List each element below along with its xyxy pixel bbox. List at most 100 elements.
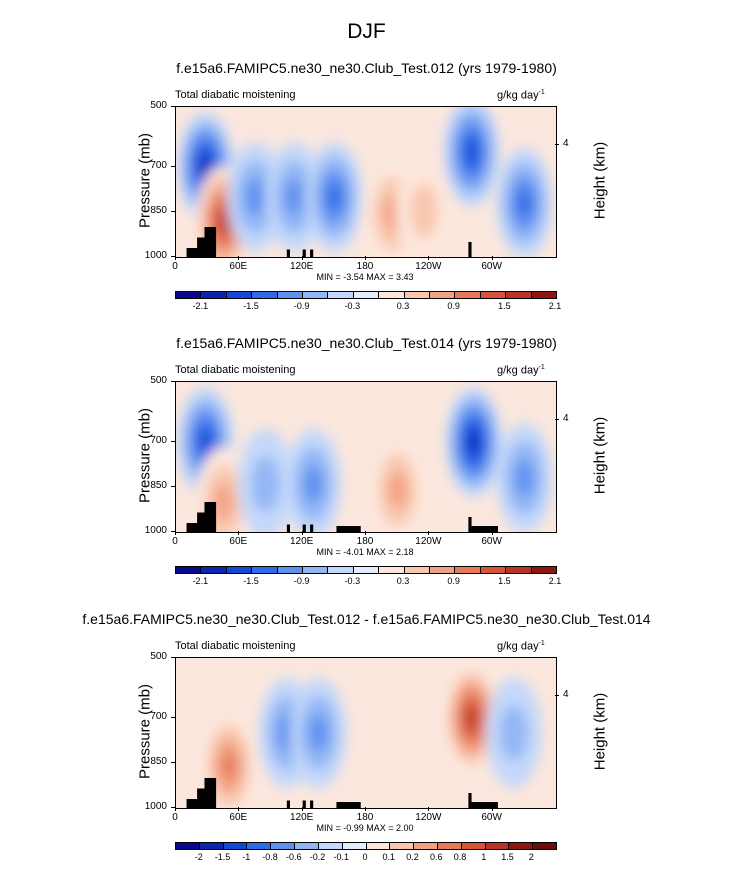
negative-contour <box>303 465 323 503</box>
negative-contour <box>251 456 280 512</box>
colorbar-swatch <box>413 843 437 849</box>
topography-mask <box>302 524 306 532</box>
colorbar-label: 1 <box>481 852 487 862</box>
colorbar-swatch <box>484 843 509 849</box>
colorbar-swatch <box>389 843 414 849</box>
x-tick-mark <box>175 807 176 811</box>
colorbar-label: -2.1 <box>192 576 209 586</box>
topography-mask <box>310 249 314 257</box>
colorbar-label: 0.3 <box>396 576 410 586</box>
colorbar <box>175 291 557 299</box>
x-tick-mark <box>365 256 366 260</box>
colorbar-swatch <box>294 843 318 849</box>
colorbar-swatch <box>225 567 252 573</box>
x-tick-label: 60W <box>481 812 502 823</box>
positive-contour <box>369 693 426 803</box>
topography-mask <box>204 502 217 532</box>
topography-mask <box>286 800 290 808</box>
colorbar-swatch <box>327 567 353 573</box>
x-tick-mark <box>428 807 430 811</box>
units-label: g/kg day-1 <box>497 364 545 377</box>
colorbar-swatch <box>251 292 277 298</box>
y-right-tick-mark <box>555 694 559 696</box>
colorbar <box>175 842 557 850</box>
colorbar-swatch <box>532 843 556 849</box>
units-exponent: -1 <box>538 364 545 371</box>
colorbar-label: 1.5 <box>498 301 511 311</box>
topography-mask <box>468 793 472 808</box>
y-axis-title: Pressure (mb) <box>136 683 154 780</box>
x-tick-mark <box>238 531 240 535</box>
topography-mask <box>336 526 361 532</box>
y-tick-label: 1000 <box>144 250 167 261</box>
y-tick-mark <box>171 441 175 442</box>
field-svg <box>177 387 553 532</box>
topography-mask <box>336 802 361 808</box>
x-tick-label: 60E <box>229 812 248 823</box>
contour-plot <box>175 106 557 258</box>
x-tick-label: 120W <box>415 536 442 547</box>
colorbar-swatch <box>365 843 390 849</box>
x-tick-mark <box>365 807 366 811</box>
colorbar-label: -0.6 <box>285 852 302 862</box>
units-exponent: -1 <box>538 89 545 96</box>
x-tick-label: 60W <box>481 536 502 547</box>
x-tick-mark <box>238 807 240 811</box>
x-tick-label: 60E <box>229 536 248 547</box>
y-tick-label: 500 <box>150 100 167 111</box>
topography-mask <box>286 249 290 257</box>
units-exponent: -1 <box>538 640 545 647</box>
y-right-axis-title: Height (km) <box>591 141 609 220</box>
colorbar-swatch <box>200 567 226 573</box>
colorbar-label: -0.3 <box>344 301 361 311</box>
min-max-label: MIN = -4.01 MAX = 2.18 <box>316 547 414 557</box>
colorbar-swatch <box>341 843 366 849</box>
x-tick-label: 120W <box>415 812 442 823</box>
negative-contour <box>245 178 265 216</box>
colorbar-swatch <box>403 567 430 573</box>
colorbar-swatch <box>276 292 303 298</box>
x-tick-mark <box>301 256 303 260</box>
colorbar-swatch <box>454 292 480 298</box>
colorbar-swatch <box>436 843 461 849</box>
colorbar-label: -0.1 <box>333 852 349 862</box>
y-tick-mark <box>171 256 175 257</box>
negative-contour <box>327 183 342 211</box>
y-right-axis-title: Height (km) <box>591 692 609 771</box>
negative-contour <box>469 432 479 452</box>
negative-contour <box>517 189 532 217</box>
colorbar-label: -2 <box>194 852 203 862</box>
y-tick-mark <box>171 762 175 763</box>
x-tick-mark <box>175 256 176 260</box>
page-title: DJF <box>347 20 386 43</box>
topography-mask <box>468 242 472 257</box>
negative-contour <box>199 431 212 453</box>
colorbar-label: -1.5 <box>214 852 231 862</box>
x-tick-label: 180 <box>356 261 374 272</box>
colorbar-swatch <box>505 567 531 573</box>
y-axis-title: Pressure (mb) <box>136 132 154 229</box>
variable-label: Total diabatic moistening <box>175 89 296 101</box>
y-tick-mark <box>171 717 175 718</box>
y-right-axis-title: Height (km) <box>591 416 609 495</box>
colorbar-swatch <box>276 567 303 573</box>
colorbar-swatch <box>198 843 223 849</box>
x-tick-label: 120W <box>415 261 442 272</box>
colorbar-label: 2.1 <box>548 576 562 586</box>
colorbar-swatch <box>327 292 353 298</box>
variable-label: Total diabatic moistening <box>175 640 296 652</box>
colorbar-label: -0.2 <box>309 852 326 862</box>
positive-contour <box>410 183 439 238</box>
positive-contour <box>388 471 407 509</box>
y-tick-mark <box>171 657 175 658</box>
colorbar-swatch <box>176 292 201 298</box>
colorbar-label: -2.1 <box>192 301 209 311</box>
y-tick-label: 1000 <box>144 525 167 536</box>
colorbar-label: -0.9 <box>293 301 310 311</box>
x-tick-label: 120E <box>289 536 314 547</box>
colorbar-label: 2.1 <box>548 301 562 311</box>
y-tick-mark <box>171 211 175 212</box>
colorbar-swatch <box>302 567 328 573</box>
x-tick-label: 60W <box>481 261 502 272</box>
variable-label: Total diabatic moistening <box>175 364 296 376</box>
